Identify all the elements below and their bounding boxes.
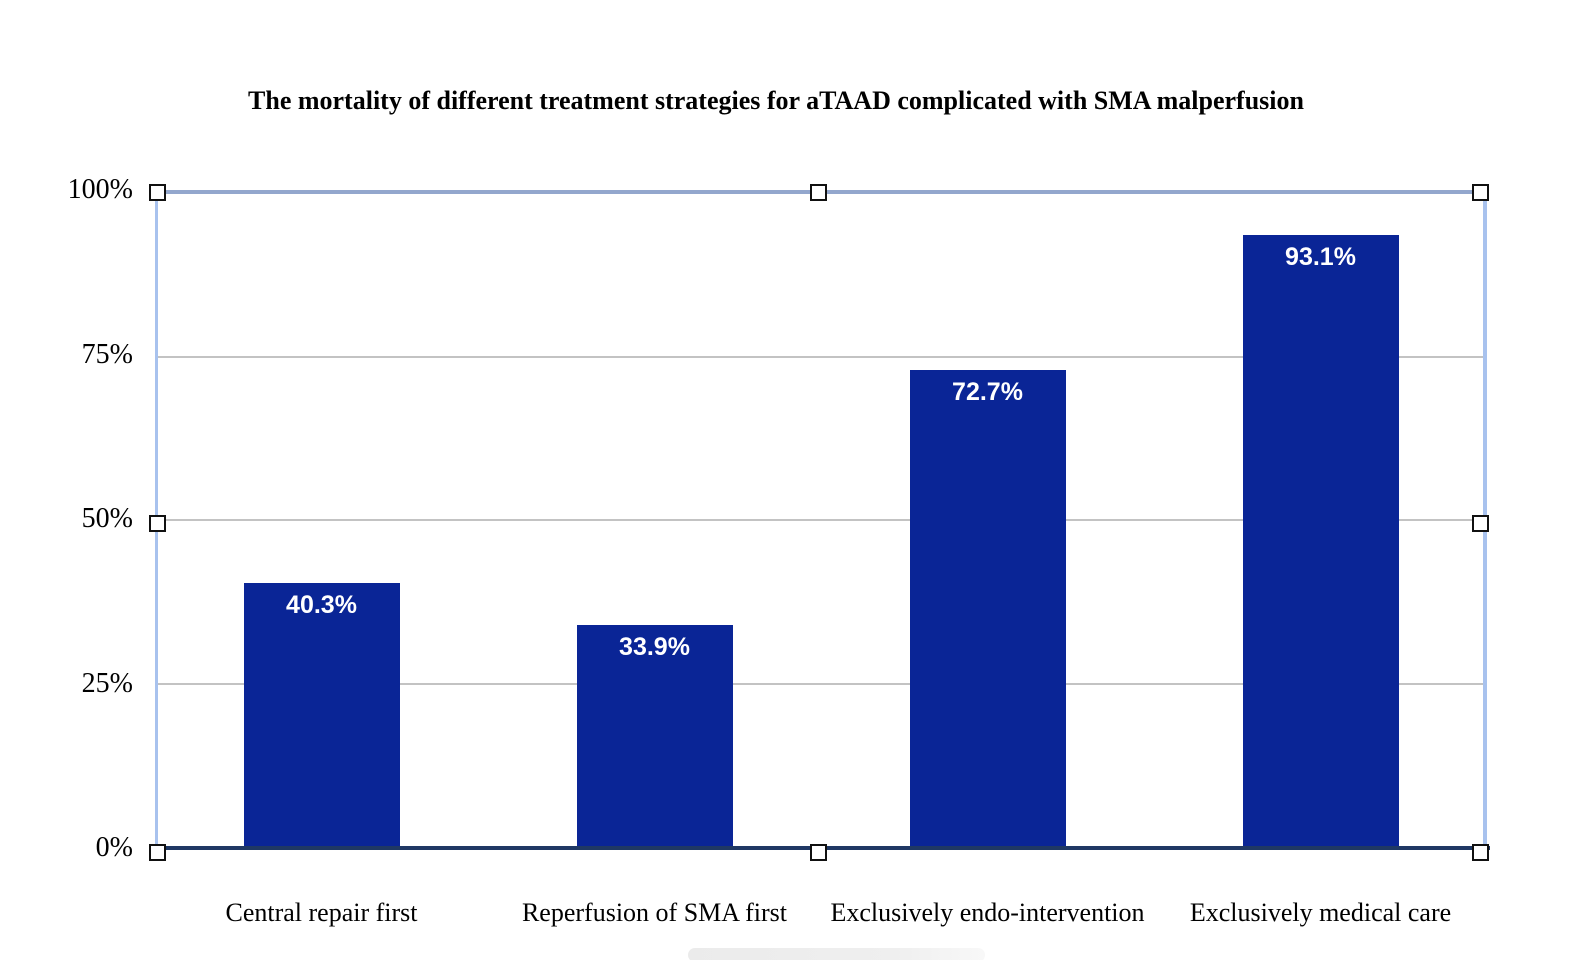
plot-area[interactable]: 40.3% 33.9% 72.7% 93.1% xyxy=(149,184,1490,861)
x-category-label: Exclusively endo-intervention xyxy=(830,898,1145,927)
bar-data-label: 93.1% xyxy=(1285,243,1356,272)
bar-3[interactable]: 72.7% xyxy=(909,369,1066,848)
gridline-25 xyxy=(158,682,1483,685)
x-category-label: Central repair first xyxy=(225,898,418,927)
bar-data-label: 72.7% xyxy=(952,377,1023,406)
bar-1[interactable]: 40.3% xyxy=(243,582,400,848)
selection-handle-top-right[interactable] xyxy=(1472,184,1489,201)
selection-handle-middle-right[interactable] xyxy=(1472,515,1489,532)
selection-handle-bottom-left[interactable] xyxy=(149,844,166,861)
y-tick-label: 50% xyxy=(81,503,133,534)
chart-title: The mortality of different treatment str… xyxy=(248,86,1304,115)
x-category-label: Exclusively medical care xyxy=(1189,898,1452,927)
bar-4[interactable]: 93.1% xyxy=(1242,235,1399,848)
horizontal-scrollbar-thumb[interactable] xyxy=(688,948,985,960)
selection-handle-top-center[interactable] xyxy=(810,184,827,201)
selection-handle-bottom-right[interactable] xyxy=(1472,844,1489,861)
y-tick-label: 100% xyxy=(67,174,133,205)
y-tick-label: 75% xyxy=(81,338,133,370)
x-category-label: Reperfusion of SMA first xyxy=(521,898,788,927)
y-tick-label: 25% xyxy=(81,667,133,699)
bar-data-label: 33.9% xyxy=(619,632,690,661)
bar-data-label: 40.3% xyxy=(286,590,357,619)
selection-handle-bottom-center[interactable] xyxy=(810,844,827,861)
gridline-50 xyxy=(158,519,1483,521)
selection-handle-middle-left[interactable] xyxy=(149,515,166,532)
y-tick-label: 0% xyxy=(95,832,133,863)
bar-2[interactable]: 33.9% xyxy=(576,624,733,848)
gridline-75 xyxy=(158,355,1483,358)
x-axis-category-labels: Central repair first Reperfusion of SMA f… xyxy=(155,898,1487,938)
y-axis-tick-labels: 0% 25% 50% 75% 100% xyxy=(0,174,135,863)
selection-handle-top-left[interactable] xyxy=(149,184,166,201)
